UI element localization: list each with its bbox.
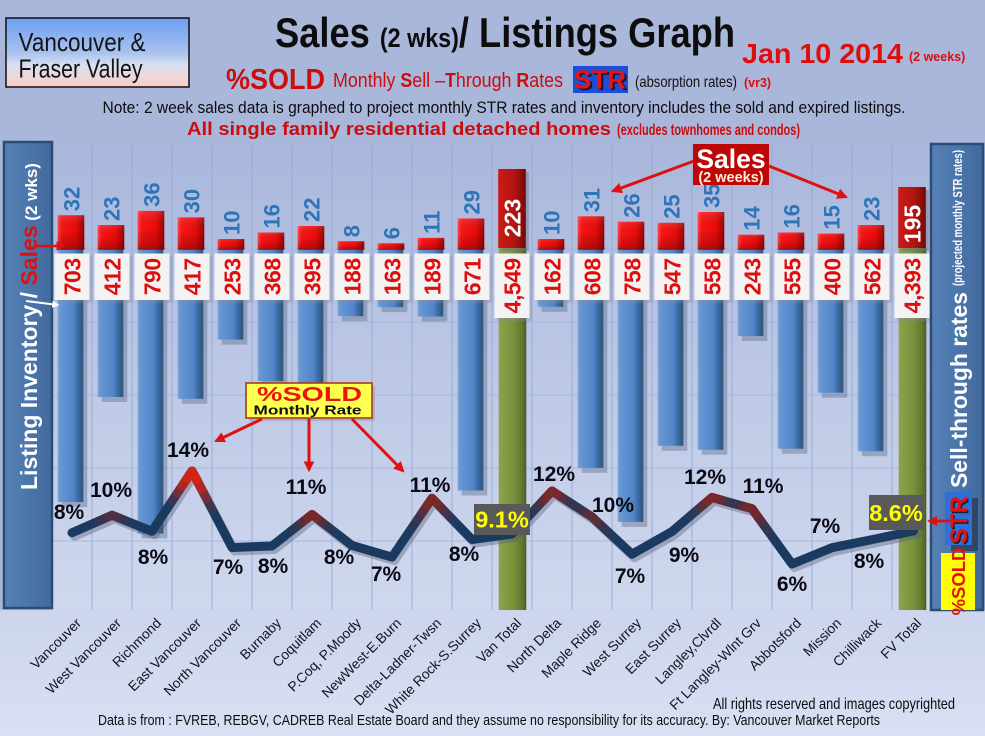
svg-text:14: 14 [740, 205, 765, 230]
svg-text:STR: STR [574, 65, 626, 95]
svg-text:%SOLD: %SOLD [257, 384, 362, 406]
svg-text:Sales: Sales [696, 144, 765, 174]
svg-text:(vr3): (vr3) [744, 76, 771, 90]
svg-text:16: 16 [780, 204, 805, 228]
svg-text:11%: 11% [743, 475, 784, 498]
svg-text:555: 555 [779, 258, 805, 296]
svg-text:%SOLD: %SOLD [226, 64, 325, 96]
svg-text:%SOLD: %SOLD [948, 548, 969, 616]
svg-text:Jan 10 2014: Jan 10 2014 [742, 38, 903, 69]
svg-text:6: 6 [380, 227, 405, 239]
svg-text:16: 16 [260, 204, 285, 228]
svg-text:243: 243 [739, 258, 765, 295]
svg-text:35: 35 [700, 184, 725, 208]
svg-text:STR: STR [948, 498, 975, 546]
svg-text:STR: STR [576, 66, 628, 96]
svg-text:558: 558 [699, 258, 725, 296]
svg-text:29: 29 [460, 190, 485, 214]
svg-text:703: 703 [59, 258, 85, 295]
svg-text:9%: 9% [669, 544, 700, 567]
svg-text:8%: 8% [54, 501, 85, 524]
svg-text:9.1%: 9.1% [475, 507, 529, 533]
svg-text:23: 23 [860, 197, 885, 221]
svg-text:23: 23 [100, 197, 125, 221]
svg-text:Vancouver &: Vancouver & [19, 27, 146, 57]
svg-text:(excludes townhomes and condos: (excludes townhomes and condos) [617, 122, 800, 139]
svg-text:Monthly Rate: Monthly Rate [254, 403, 362, 418]
svg-text:15: 15 [820, 205, 845, 229]
svg-text:36: 36 [140, 182, 165, 206]
svg-text:4,549: 4,549 [499, 258, 525, 313]
svg-text:(2 weeks): (2 weeks) [698, 170, 763, 186]
svg-text:6%: 6% [777, 573, 808, 596]
svg-text:10: 10 [220, 211, 245, 235]
svg-text:7%: 7% [371, 563, 402, 586]
svg-text:11: 11 [420, 211, 445, 234]
svg-text:162: 162 [539, 258, 565, 295]
svg-text:188: 188 [339, 258, 365, 296]
svg-text:195: 195 [900, 205, 926, 244]
svg-text:417: 417 [179, 258, 205, 295]
svg-text:7%: 7% [213, 556, 244, 579]
svg-text:7%: 7% [810, 515, 841, 538]
svg-text:25: 25 [660, 194, 685, 218]
svg-text:12%: 12% [684, 466, 726, 489]
svg-text:(2 weeks): (2 weeks) [909, 50, 965, 64]
svg-text:8.6%: 8.6% [869, 500, 923, 526]
svg-text:Sell-through rates: Sell-through rates [946, 292, 972, 488]
svg-text:12%: 12% [533, 463, 575, 486]
svg-text:790: 790 [139, 258, 165, 295]
svg-text:8%: 8% [258, 555, 289, 578]
svg-text:30: 30 [180, 189, 205, 213]
svg-text:253: 253 [219, 258, 245, 295]
svg-text:4,393: 4,393 [899, 258, 925, 313]
svg-text:Sales (2 wks)/ Listings Graph: Sales (2 wks)/ Listings Graph [275, 9, 735, 56]
svg-text:8: 8 [340, 225, 365, 237]
svg-text:26: 26 [620, 193, 645, 217]
svg-text:608: 608 [579, 258, 605, 296]
svg-text:10%: 10% [90, 479, 132, 502]
svg-text:8%: 8% [449, 543, 480, 566]
svg-text:189: 189 [419, 258, 445, 295]
svg-text:Note: 2 week sales data is gra: Note: 2 week sales data is graphed to pr… [103, 98, 906, 117]
svg-text:400: 400 [819, 258, 845, 295]
svg-text:8%: 8% [138, 546, 169, 569]
svg-text:671: 671 [459, 258, 485, 296]
svg-text:223: 223 [500, 199, 526, 237]
svg-text:10%: 10% [592, 494, 634, 517]
svg-text:Fraser Valley: Fraser Valley [19, 54, 143, 84]
svg-text:368: 368 [259, 258, 285, 296]
svg-text:All single family residential: All single family residential detached h… [187, 119, 611, 139]
svg-text:395: 395 [299, 258, 325, 296]
svg-text:7%: 7% [615, 565, 646, 588]
svg-text:(projected monthly STR rates): (projected monthly STR rates) [951, 150, 965, 286]
svg-text:Monthly Sell –Through Rates: Monthly Sell –Through Rates [333, 70, 563, 92]
svg-text:11%: 11% [286, 476, 327, 499]
svg-text:11%: 11% [410, 474, 451, 497]
svg-text:10: 10 [540, 211, 565, 235]
svg-text:14%: 14% [167, 439, 209, 462]
svg-text:758: 758 [619, 258, 645, 296]
svg-text:Listing Inventory / Sales (2: Listing Inventory / Sales (2 wks) [16, 163, 42, 490]
svg-text:All rights reserved and image: All rights reserved and images copyright… [713, 696, 955, 713]
svg-text:22: 22 [300, 198, 325, 222]
svg-text:412: 412 [99, 258, 125, 295]
svg-text:Data is from : FVREB, REBGV, C: Data is from : FVREB, REBGV, CADREB Real… [98, 712, 880, 729]
svg-text:8%: 8% [324, 546, 355, 569]
svg-text:547: 547 [659, 258, 685, 295]
svg-text:31: 31 [580, 188, 605, 212]
svg-text:STR: STR [946, 496, 973, 544]
svg-text:562: 562 [859, 258, 885, 295]
svg-text:163: 163 [379, 258, 405, 295]
svg-text:8%: 8% [854, 550, 885, 573]
svg-text:(absorption rates): (absorption rates) [635, 74, 737, 91]
svg-text:32: 32 [60, 187, 85, 211]
